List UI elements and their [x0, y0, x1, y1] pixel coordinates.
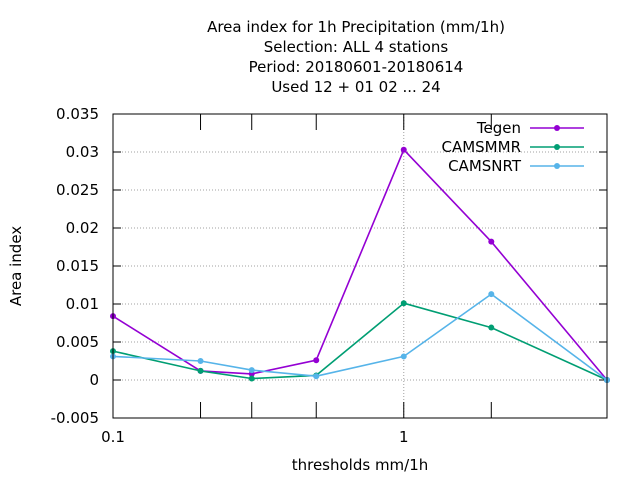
data-point [400, 353, 407, 360]
data-point [197, 367, 204, 374]
y-tick-label: 0.02 [66, 219, 99, 237]
data-point [488, 291, 495, 298]
series-line [112, 148, 608, 381]
y-tick-label: 0.035 [56, 105, 99, 123]
data-point [248, 375, 255, 382]
chart-title-line: Area index for 1h Precipitation (mm/1h) [207, 18, 505, 36]
x-tick-label: 1 [399, 428, 409, 446]
legend-label: CAMSNRT [448, 157, 522, 175]
legend-label: Tegen [476, 119, 521, 137]
chart-title-line: Used 12 + 01 02 ... 24 [271, 78, 440, 96]
y-tick-label: 0 [89, 371, 99, 389]
chart-title-line: Period: 20180601-20180614 [249, 58, 464, 76]
y-tick-label: 0.005 [56, 333, 99, 351]
data-point [488, 324, 495, 331]
data-point [488, 238, 495, 245]
legend-swatch-point [554, 125, 560, 131]
legend-label: CAMSMMR [441, 138, 521, 156]
chart-title: Area index for 1h Precipitation (mm/1h) S… [207, 18, 505, 96]
data-point [400, 300, 407, 307]
legend-swatch-point [554, 163, 560, 169]
legend-swatch-point [554, 144, 560, 150]
data-point [313, 357, 320, 364]
y-tick-label: -0.005 [51, 409, 99, 427]
y-tick-label: 0.01 [66, 295, 99, 313]
data-point [197, 358, 204, 364]
data-point [400, 146, 407, 153]
grid [113, 114, 607, 418]
y-tick-label: 0.03 [66, 143, 99, 161]
x-axis-label: thresholds mm/1h [292, 456, 429, 474]
series-camsnrt [110, 291, 610, 383]
y-axis-ticks: -0.005 0 0.005 0.01 0.015 0.02 0.025 0.03 0.035 [51, 105, 607, 427]
y-tick-label: 0.025 [56, 181, 99, 199]
series-lines [110, 146, 610, 383]
y-axis-label: Area index [7, 226, 25, 306]
data-point [313, 373, 320, 380]
x-axis-ticks: 0.1 1 [101, 114, 492, 446]
x-tick-label: 0.1 [101, 428, 125, 446]
y-tick-label: 0.015 [56, 257, 99, 275]
chart-title-line: Selection: ALL 4 stations [264, 38, 449, 56]
plot-frame [112, 113, 608, 419]
data-point [248, 367, 255, 374]
